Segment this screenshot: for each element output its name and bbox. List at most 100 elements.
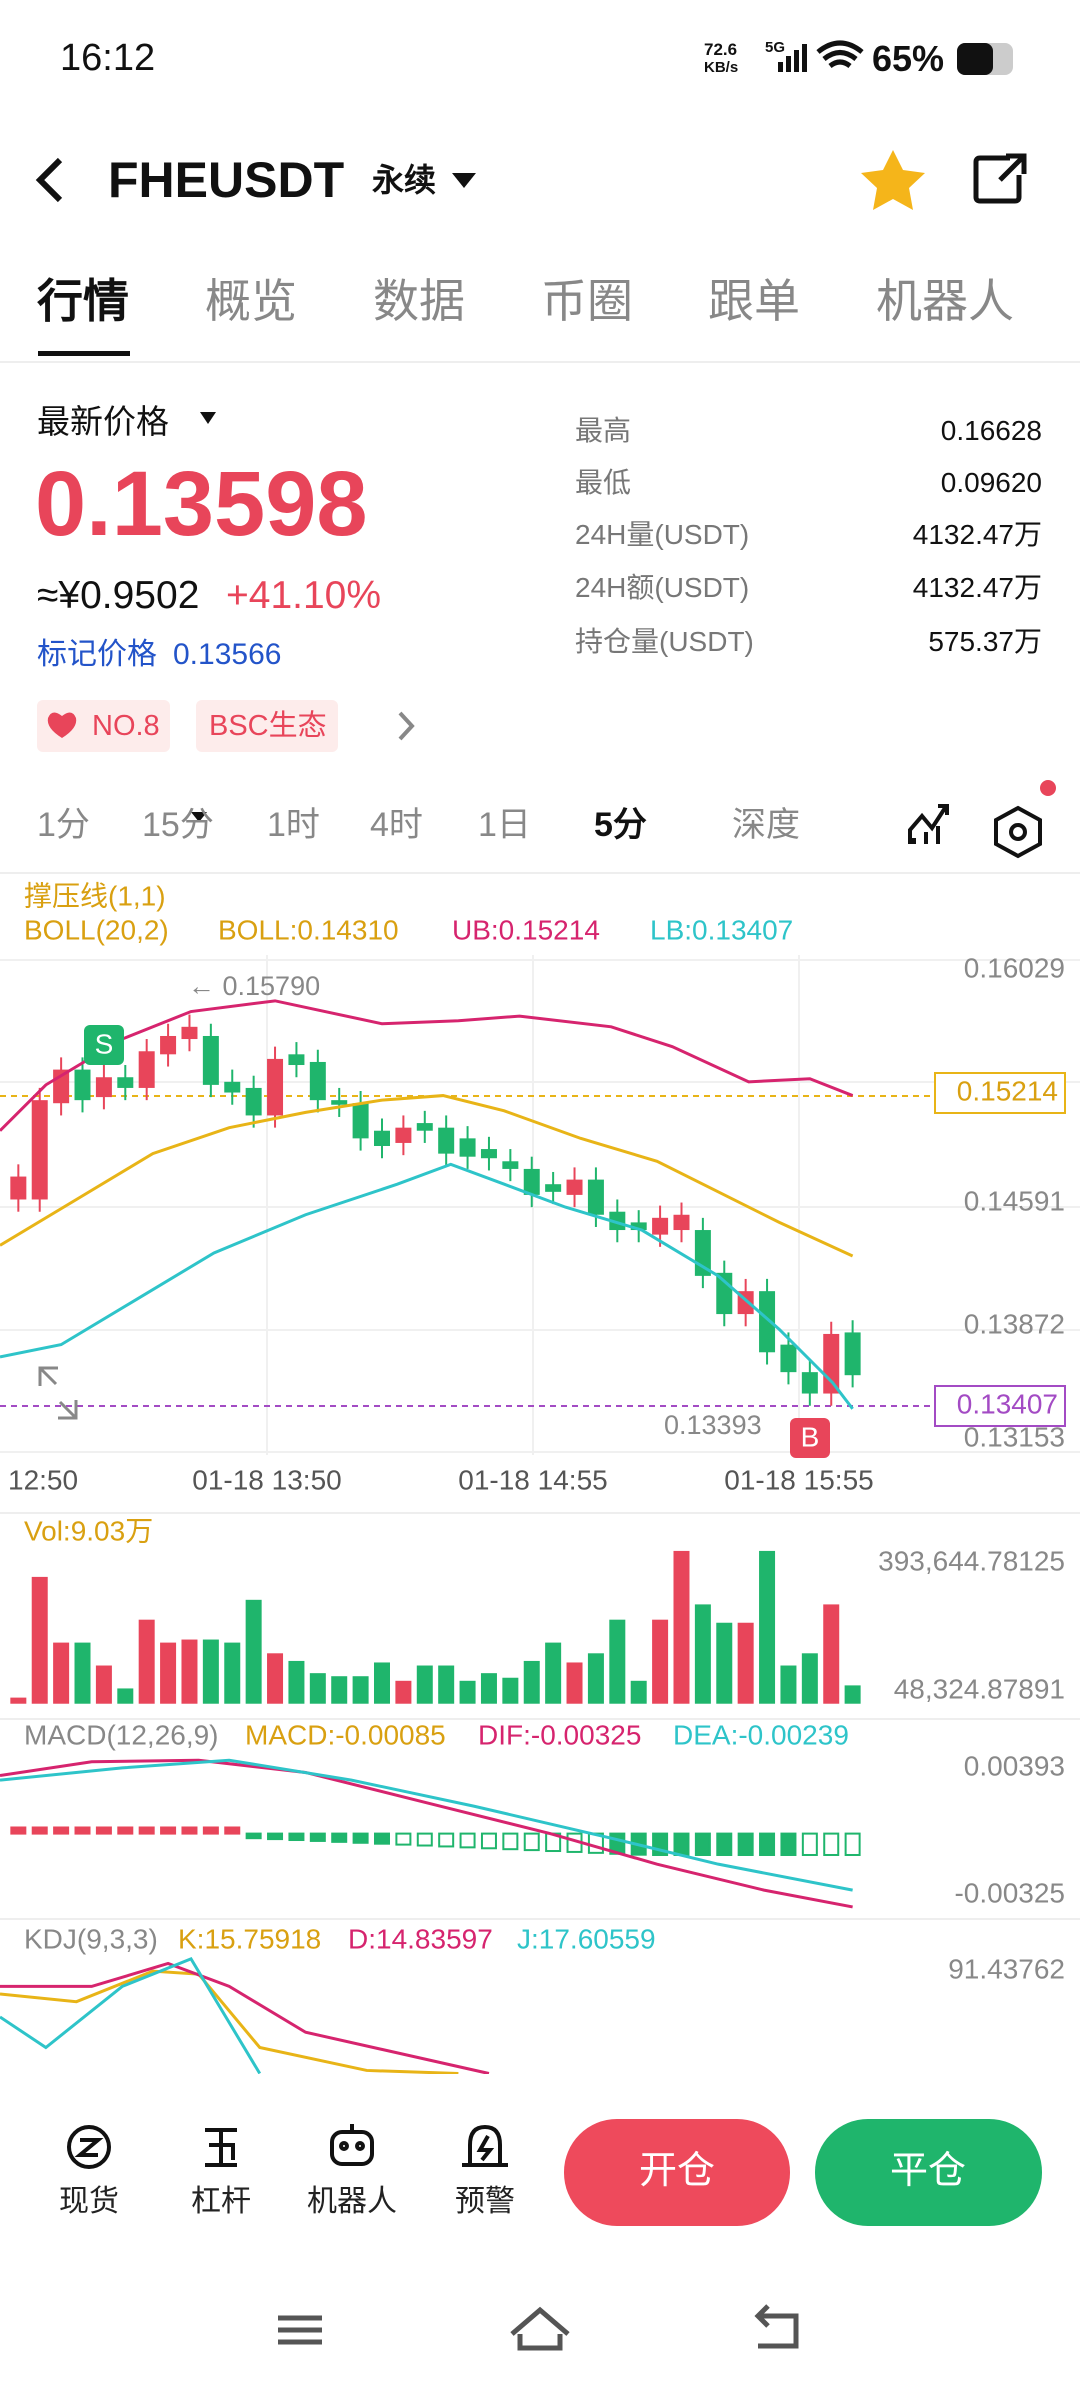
more-icon[interactable]	[398, 711, 415, 741]
volume-axis-label: 393,644.78125	[878, 1545, 1065, 1576]
stat-value: 4132.47万	[912, 572, 1042, 603]
toolbar-label[interactable]: 杠杆	[191, 2185, 251, 2218]
macd-bar	[31, 1826, 48, 1835]
tab[interactable]: 概览	[205, 275, 297, 327]
price-axis-label: 0.13872	[964, 1308, 1065, 1339]
buy-signal: B	[801, 1421, 820, 1452]
lb-tag-box	[934, 1385, 1066, 1427]
tag[interactable]: BSC生态	[209, 710, 327, 742]
candle-body	[801, 1372, 818, 1394]
interval[interactable]: 1时	[267, 806, 320, 844]
volume-bar	[160, 1642, 177, 1704]
volume-bar	[480, 1673, 497, 1704]
price-axis-label: 0.14591	[964, 1185, 1065, 1216]
share-icon[interactable]	[973, 153, 1027, 204]
volume-bar	[716, 1622, 733, 1704]
divider	[0, 1718, 1080, 1720]
interval[interactable]: 1分	[37, 806, 90, 844]
mark-price: 0.13566	[173, 638, 282, 671]
candle-body	[759, 1291, 776, 1353]
indicator-icon[interactable]	[908, 804, 949, 844]
volume-bar	[438, 1665, 455, 1704]
candle-body	[74, 1069, 91, 1101]
lb-tag: 0.13407	[957, 1388, 1058, 1419]
home-nav[interactable]	[510, 2306, 570, 2351]
interval[interactable]: 15分	[142, 806, 214, 844]
candle-body	[181, 1026, 198, 1040]
open-button[interactable]	[564, 2119, 790, 2226]
notification-dot	[1040, 780, 1056, 796]
back-icon[interactable]	[35, 157, 63, 203]
time-axis-label: 01-18 13:50	[192, 1464, 341, 1495]
boll-mid	[0, 1094, 854, 1258]
volume-bar	[844, 1685, 861, 1704]
tab[interactable]: 行情	[37, 275, 129, 327]
candle-body	[395, 1127, 412, 1143]
toolbar-label[interactable]: 预警	[455, 2185, 515, 2218]
macd-bar	[374, 1832, 390, 1845]
candle-body	[587, 1179, 604, 1215]
macd-bar	[694, 1832, 711, 1856]
close-button-label[interactable]: 平仓	[890, 2150, 966, 2192]
grid	[0, 955, 1080, 1455]
interval[interactable]: 1日	[478, 806, 531, 844]
macd-bar	[331, 1832, 348, 1843]
fullscreen-icon[interactable]	[38, 1366, 78, 1420]
candle-body	[823, 1333, 840, 1394]
candle-body	[374, 1130, 390, 1146]
macd-bar	[737, 1832, 754, 1856]
candle-body	[523, 1168, 540, 1195]
contract-type[interactable]: 永续	[372, 162, 437, 198]
stat-label: 持仓量(USDT)	[575, 626, 754, 657]
stat-label: 24H额(USDT)	[575, 572, 750, 603]
volume-bar	[31, 1576, 48, 1704]
settings-icon[interactable]	[994, 805, 1042, 859]
divider	[0, 361, 1080, 363]
macd-dif-line	[0, 1758, 853, 1909]
symbol[interactable]: FHEUSDT	[108, 152, 345, 208]
favorite-icon[interactable]	[861, 150, 925, 210]
interval[interactable]: 4时	[370, 806, 423, 844]
volume-bar	[652, 1619, 669, 1704]
volume-bar	[673, 1550, 690, 1704]
interval-active[interactable]: 5分	[594, 806, 647, 844]
stat-label: 24H量(USDT)	[575, 519, 750, 550]
candle-body	[416, 1123, 433, 1131]
price-change: +41.10%	[226, 574, 382, 617]
toolbar-label[interactable]: 机器人	[307, 2185, 397, 2218]
stat-value: 4132.47万	[912, 519, 1042, 550]
dropdown-icon[interactable]	[452, 173, 476, 188]
wifi-icon	[816, 40, 864, 69]
macd-bar	[74, 1826, 91, 1835]
close-button[interactable]	[815, 2119, 1042, 2226]
cny-price: ≈¥0.9502	[37, 574, 200, 617]
candle-body	[780, 1344, 797, 1373]
sell-signal: S	[95, 1028, 114, 1059]
tag-box[interactable]	[196, 700, 338, 752]
macd-bar	[160, 1826, 177, 1835]
menu-nav[interactable]	[278, 2315, 322, 2345]
interval[interactable]: 深度	[732, 806, 800, 844]
price-label[interactable]: 最新价格	[37, 403, 169, 440]
back-nav[interactable]	[754, 2304, 799, 2349]
tab[interactable]: 币圈	[541, 275, 633, 327]
tab[interactable]: 跟单	[708, 275, 800, 327]
macd-bar	[459, 1832, 476, 1849]
net-speed: 72.6	[704, 40, 738, 59]
boll-mid: BOLL:0.14310	[218, 914, 399, 945]
open-button-label[interactable]: 开仓	[639, 2150, 715, 2192]
toolbar-label[interactable]: 现货	[59, 2185, 119, 2218]
mark-price-label: 标记价格	[37, 638, 157, 671]
candle-body	[160, 1035, 177, 1055]
tab[interactable]: 数据	[373, 275, 465, 327]
boll-upper	[0, 999, 854, 1132]
tag[interactable]: NO.8	[92, 710, 160, 742]
macd-bar	[181, 1826, 198, 1835]
plot	[0, 999, 861, 2075]
volume-bar	[759, 1550, 776, 1704]
high-marker: ← 0.15790	[188, 971, 320, 1001]
net-unit: KB/s	[704, 59, 739, 76]
candle-body	[309, 1061, 326, 1101]
volume-bar	[502, 1677, 519, 1704]
tab[interactable]: 机器人	[876, 275, 1014, 327]
